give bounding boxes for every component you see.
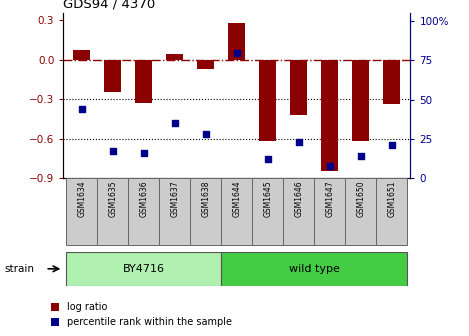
Point [109, 149, 117, 154]
Text: GSM1637: GSM1637 [170, 180, 179, 217]
Bar [314, 178, 345, 245]
Bar [290, 59, 307, 115]
Bar [383, 59, 401, 104]
Text: GSM1636: GSM1636 [139, 180, 148, 217]
Point [78, 107, 86, 112]
Text: GSM1645: GSM1645 [263, 180, 272, 217]
Text: BY4716: BY4716 [123, 264, 165, 274]
Text: GSM1644: GSM1644 [232, 180, 242, 217]
Point [264, 157, 272, 162]
Bar [259, 59, 276, 141]
Text: GSM1647: GSM1647 [325, 180, 334, 217]
Bar [352, 59, 369, 141]
Text: GSM1634: GSM1634 [77, 180, 86, 217]
Bar [67, 178, 98, 245]
Bar [67, 252, 221, 286]
Legend: log ratio, percentile rank within the sample: log ratio, percentile rank within the sa… [47, 298, 235, 331]
Bar [376, 178, 407, 245]
Bar [221, 252, 407, 286]
Text: GSM1646: GSM1646 [295, 180, 303, 217]
Point [202, 131, 210, 137]
Point [326, 163, 333, 168]
Point [295, 139, 303, 145]
Bar [321, 59, 338, 171]
Bar [98, 178, 129, 245]
Bar [136, 59, 152, 103]
Text: GSM1651: GSM1651 [387, 180, 396, 217]
Point [140, 150, 148, 156]
Bar [159, 178, 190, 245]
Point [171, 121, 179, 126]
Point [357, 154, 364, 159]
Bar [221, 178, 252, 245]
Text: GSM1650: GSM1650 [356, 180, 365, 217]
Text: strain: strain [5, 264, 35, 274]
Bar [283, 178, 314, 245]
Bar [105, 59, 121, 92]
Bar [129, 178, 159, 245]
Point [388, 142, 395, 148]
Text: wild type: wild type [289, 264, 340, 274]
Text: GDS94 / 4370: GDS94 / 4370 [63, 0, 156, 11]
Bar [73, 50, 91, 59]
Text: GSM1638: GSM1638 [201, 180, 211, 217]
Bar [228, 23, 245, 59]
Text: GSM1635: GSM1635 [108, 180, 117, 217]
Bar [345, 178, 376, 245]
Bar [190, 178, 221, 245]
Bar [166, 54, 183, 59]
Point [233, 50, 241, 55]
Bar [197, 59, 214, 69]
Bar [252, 178, 283, 245]
